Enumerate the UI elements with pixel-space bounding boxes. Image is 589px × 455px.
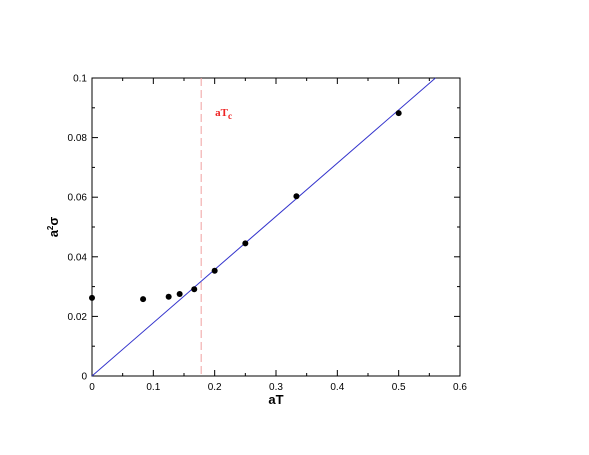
data-points — [89, 110, 402, 303]
x-tick-label: 0.2 — [208, 382, 222, 393]
linear-fit-line — [91, 77, 436, 377]
y-axis-title-base: a — [46, 229, 61, 237]
y-tick-label: 0 — [81, 372, 87, 383]
y-tick-label: 0.08 — [68, 133, 88, 144]
data-point — [140, 296, 147, 303]
data-point — [293, 193, 300, 200]
x-tick-label: 0.3 — [269, 382, 283, 393]
y-tick-label: 0.06 — [68, 193, 88, 204]
y-axis-ticks: 0 0.02 0.04 0.06 0.08 0.1 — [68, 74, 460, 383]
x-tick-label: 0.6 — [453, 382, 467, 393]
x-tick-label: 0.1 — [146, 382, 160, 393]
y-axis-title-symbol: σ — [46, 217, 61, 226]
y-axis-title-superscript: 2 — [46, 225, 55, 230]
x-tick-label: 0.4 — [330, 382, 344, 393]
data-point — [165, 293, 172, 300]
data-point — [89, 294, 95, 301]
x-tick-label: 0.5 — [392, 382, 406, 393]
data-point — [191, 286, 198, 293]
y-tick-label: 0.04 — [68, 252, 88, 263]
x-tick-label: 0 — [89, 382, 95, 393]
x-axis-title: aT — [268, 392, 283, 407]
y-axis-title: a2σ — [46, 217, 61, 238]
data-point — [242, 240, 249, 247]
plot-frame — [91, 77, 461, 377]
critical-temperature-label-subscript: c — [228, 111, 232, 121]
data-point — [395, 110, 402, 117]
critical-temperature-label: aTc — [215, 107, 232, 121]
data-point — [211, 267, 218, 274]
data-point — [176, 291, 183, 298]
critical-temperature-label-base: aT — [215, 107, 229, 119]
y-tick-label: 0.02 — [68, 312, 88, 323]
x-axis-ticks: 0 0.1 0.2 0.3 0.4 0.5 0.6 — [89, 78, 467, 393]
y-tick-label: 0.1 — [73, 74, 87, 85]
